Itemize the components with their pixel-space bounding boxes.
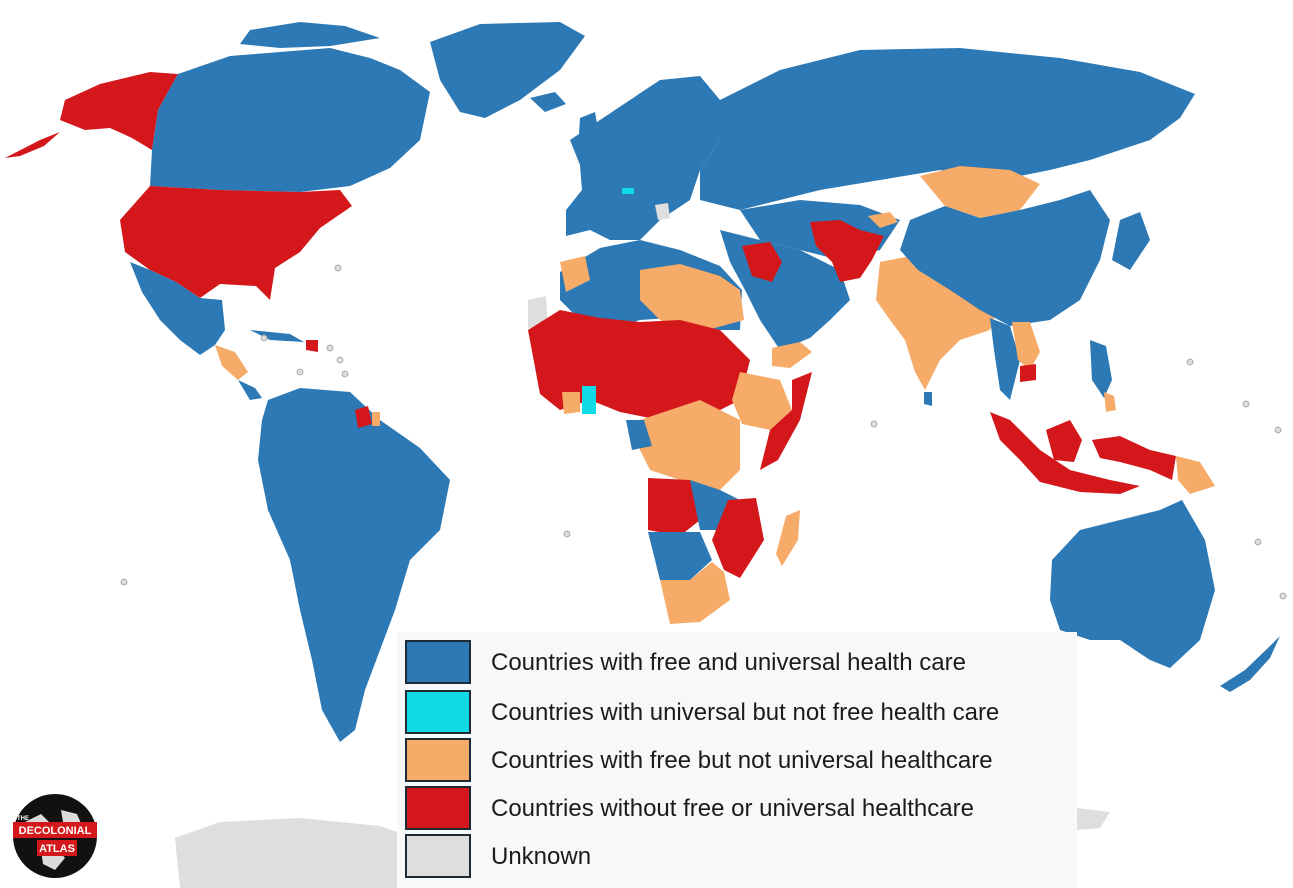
legend-swatch-universal-not-free bbox=[405, 690, 471, 734]
region-australia bbox=[1050, 500, 1215, 668]
region-cambodia bbox=[1020, 364, 1036, 382]
legend-label: Countries with free and universal health… bbox=[491, 649, 966, 676]
logo-text-line1: DECOLONIAL bbox=[19, 825, 92, 837]
region-libya-egypt bbox=[640, 264, 744, 332]
logo-text-small: THE bbox=[17, 816, 29, 822]
small-island-dots bbox=[120, 264, 1287, 600]
legend: Countries with free and universal health… bbox=[397, 632, 1077, 888]
region-myanmar bbox=[990, 318, 1020, 400]
region-greenland bbox=[430, 22, 585, 118]
region-png bbox=[1176, 456, 1215, 494]
region-guyana bbox=[355, 406, 372, 428]
region-switzerland bbox=[622, 188, 634, 194]
region-south-america bbox=[258, 388, 450, 742]
region-indonesia bbox=[990, 412, 1140, 494]
region-suriname bbox=[372, 412, 380, 426]
region-aleutians bbox=[5, 132, 60, 158]
region-antarctica-east bbox=[1077, 808, 1110, 830]
region-korea-japan bbox=[1112, 212, 1150, 270]
region-namibia-botswana bbox=[648, 532, 712, 580]
legend-item-universal-not-free: Countries with universal but not free he… bbox=[405, 690, 1070, 736]
region-philippines bbox=[1090, 340, 1112, 398]
region-europe bbox=[566, 76, 720, 240]
region-central-america bbox=[215, 345, 248, 380]
legend-swatch-unknown bbox=[405, 834, 471, 878]
region-sri-lanka bbox=[924, 392, 932, 406]
legend-label: Unknown bbox=[491, 843, 592, 870]
legend-item-neither: Countries without free or universal heal… bbox=[405, 786, 1070, 832]
region-china bbox=[900, 190, 1110, 326]
region-yemen bbox=[772, 342, 812, 368]
region-canada bbox=[150, 48, 430, 192]
legend-swatch-free-not-universal bbox=[405, 738, 471, 782]
legend-item-unknown: Unknown bbox=[405, 834, 1070, 880]
legend-swatch-free-universal bbox=[405, 640, 471, 684]
region-central-america-2 bbox=[238, 380, 262, 400]
region-syria-iraq bbox=[742, 242, 782, 282]
region-ivory-coast bbox=[562, 392, 580, 414]
logo-text-line2: ATLAS bbox=[39, 843, 75, 855]
region-sulawesi-newguinea bbox=[1092, 436, 1176, 480]
legend-item-free-universal: Countries with free and universal health… bbox=[405, 640, 1070, 686]
region-canada-islands bbox=[240, 22, 380, 48]
region-alaska bbox=[60, 72, 178, 150]
decolonial-atlas-logo: THE DECOLONIAL ATLAS bbox=[13, 794, 97, 878]
legend-label: Countries with free but not universal he… bbox=[491, 747, 993, 774]
region-central-africa bbox=[640, 400, 740, 490]
legend-swatch-neither bbox=[405, 786, 471, 830]
region-afghanistan bbox=[810, 220, 884, 282]
region-antarctica bbox=[175, 818, 397, 888]
region-madagascar bbox=[776, 510, 800, 566]
region-ghana bbox=[582, 386, 596, 414]
region-cuba bbox=[250, 330, 304, 342]
region-angola bbox=[648, 478, 700, 536]
region-mexico bbox=[130, 262, 225, 355]
region-morocco bbox=[560, 256, 590, 292]
region-russia bbox=[700, 48, 1195, 210]
region-laos bbox=[1012, 322, 1040, 370]
region-haiti bbox=[306, 340, 318, 352]
region-turkey-orange bbox=[868, 212, 898, 228]
region-western-sahara bbox=[528, 296, 548, 328]
legend-item-free-not-universal: Countries with free but not universal he… bbox=[405, 738, 1070, 784]
region-borneo bbox=[1046, 420, 1082, 462]
region-mozambique bbox=[712, 498, 764, 578]
region-uk bbox=[578, 112, 600, 158]
region-south-africa bbox=[660, 562, 730, 624]
region-iceland bbox=[530, 92, 566, 112]
region-east-horn bbox=[732, 372, 792, 430]
legend-label: Countries without free or universal heal… bbox=[491, 795, 974, 822]
region-mongolia bbox=[920, 166, 1040, 218]
region-philippines-orange bbox=[1104, 392, 1116, 412]
region-somalia bbox=[760, 372, 812, 470]
region-new-zealand bbox=[1220, 636, 1280, 692]
region-balkans-unknown bbox=[655, 203, 670, 220]
region-gabon bbox=[626, 420, 652, 450]
legend-label: Countries with universal but not free he… bbox=[491, 699, 1000, 726]
region-usa bbox=[120, 186, 352, 300]
